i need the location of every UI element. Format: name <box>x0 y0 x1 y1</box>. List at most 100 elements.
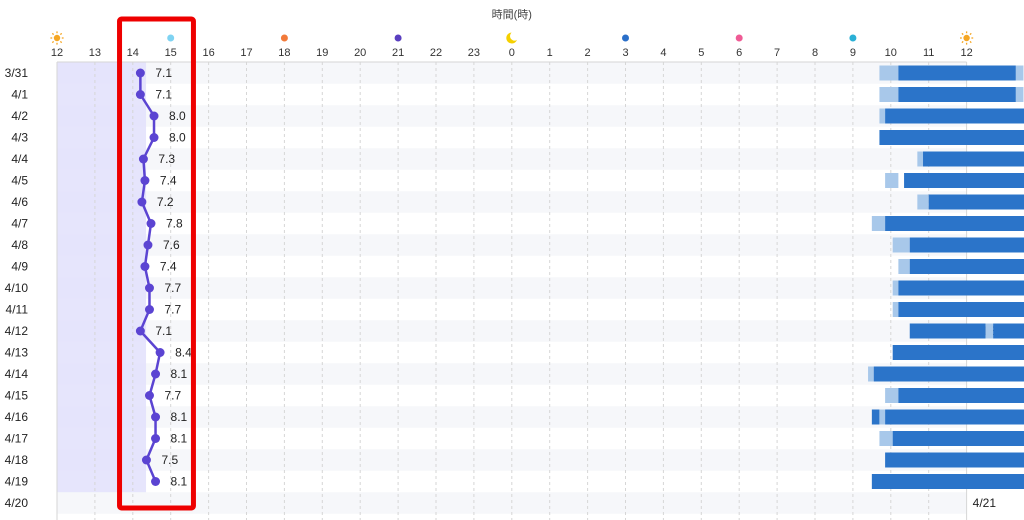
sleep-bar <box>904 173 1024 188</box>
highlight-box <box>117 16 196 511</box>
light-sleep-bar <box>985 323 994 339</box>
duration-point <box>146 219 156 228</box>
light-sleep-bar <box>868 366 874 382</box>
duration-point <box>144 391 154 400</box>
x-tick-label: 6 <box>736 47 742 59</box>
x-tick-label: 7 <box>774 47 780 59</box>
row-date-left: 4/18 <box>5 453 29 467</box>
light-sleep-bar <box>892 280 899 296</box>
x-tick-label: 8 <box>812 47 818 59</box>
light-sleep-bar <box>879 431 893 446</box>
x-tick-label: 11 <box>923 47 934 59</box>
x-tick-label: 21 <box>392 47 404 59</box>
x-tick-label: 20 <box>354 47 366 59</box>
light-sleep-bar <box>885 388 899 403</box>
duration-point <box>140 176 150 185</box>
sleep-bar <box>871 474 1024 489</box>
row-stripe <box>57 320 967 342</box>
duration-point <box>140 262 150 271</box>
row-date-left: 4/17 <box>5 432 29 446</box>
duration-point <box>155 348 165 357</box>
duration-point <box>151 477 161 486</box>
row-date-right: 4/21 <box>973 496 997 510</box>
row-date-left: 4/16 <box>5 410 29 424</box>
sleep-bar <box>873 366 1024 382</box>
sleep-bar <box>898 302 1024 317</box>
sleep-bar <box>923 151 1024 167</box>
sleep-bar <box>892 431 1024 446</box>
x-tick-label: 13 <box>89 47 101 59</box>
light-sleep-bar <box>871 216 886 231</box>
duration-value-label: 8.0 <box>169 131 186 145</box>
dot-icon <box>735 34 743 42</box>
row-date-left: 4/12 <box>5 324 29 338</box>
x-tick-label: 15 <box>165 47 177 59</box>
light-sleep-bar <box>879 65 899 81</box>
row-date-left: 4/13 <box>5 346 29 360</box>
row-stripe <box>57 62 967 84</box>
x-tick-label: 16 <box>202 47 214 59</box>
x-tick-label: 23 <box>468 47 480 59</box>
row-date-left: 4/3 <box>11 131 28 145</box>
duration-point <box>144 283 154 293</box>
x-tick-label: 4 <box>660 47 666 59</box>
sun-icon <box>50 31 64 45</box>
duration-value-label: 8.1 <box>171 367 188 381</box>
duration-value-label: 8.1 <box>171 432 188 446</box>
duration-point <box>143 240 153 250</box>
duration-value-label: 7.3 <box>158 152 175 166</box>
left-shaded-region <box>57 62 147 493</box>
x-axis: 12 13 14 15 16 17 18 19 20 21 22 23 0 1 2 3 4 5 6 7 8 9 10 11 12 <box>50 31 974 59</box>
x-tick-label: 14 <box>127 47 139 59</box>
light-sleep-bar <box>885 173 899 188</box>
x-tick-label: 19 <box>316 47 328 59</box>
sleep-bar <box>885 216 1024 231</box>
sleep-bar <box>993 323 1024 339</box>
duration-point <box>149 133 159 142</box>
sleep-duration-line: 7.17.18.08.07.37.47.27.87.67.47.77.77.18… <box>135 66 192 489</box>
duration-value-label: 8.1 <box>171 475 188 489</box>
x-tick-label: 9 <box>850 47 856 59</box>
x-tick-label: 12 <box>960 47 972 59</box>
row-date-left: 4/19 <box>5 475 29 489</box>
chart-title: 時間(時) <box>492 8 532 21</box>
row-date-left: 4/6 <box>11 195 28 209</box>
x-tick-label: 18 <box>278 47 290 59</box>
x-tick-label: 2 <box>585 47 591 59</box>
duration-value-label: 7.7 <box>164 281 181 295</box>
sleep-bar <box>928 194 1024 210</box>
row-date-left: 4/14 <box>5 367 29 381</box>
duration-value-label: 7.1 <box>155 324 172 338</box>
dot-icon <box>167 34 175 42</box>
row-date-left: 4/5 <box>11 174 28 188</box>
duration-point <box>151 434 161 443</box>
sleep-bar <box>909 237 1024 253</box>
x-tick-label: 3 <box>622 47 628 59</box>
x-tick-label: 12 <box>51 47 63 59</box>
light-sleep-bar <box>1015 87 1024 102</box>
light-sleep-bar <box>892 302 899 317</box>
dot-icon <box>849 34 857 42</box>
duration-value-label: 7.5 <box>161 453 178 467</box>
sleep-bar <box>885 108 1024 124</box>
duration-value-label: 7.4 <box>160 174 177 188</box>
duration-value-label: 8.1 <box>171 410 188 424</box>
light-sleep-bar <box>879 409 886 425</box>
sun-icon <box>960 31 974 45</box>
duration-value-label: 7.6 <box>163 238 180 252</box>
duration-value-label: 7.2 <box>157 195 174 209</box>
light-sleep-bar <box>917 151 924 167</box>
row-date-left: 4/7 <box>11 217 28 231</box>
row-date-left: 4/10 <box>5 281 29 295</box>
dot-icon <box>280 34 288 42</box>
x-tick-label: 17 <box>240 47 252 59</box>
light-sleep-bar <box>898 259 910 274</box>
duration-value-label: 7.1 <box>155 88 172 102</box>
row-date-left: 3/31 <box>5 66 29 80</box>
row-date-left: 4/2 <box>11 109 28 123</box>
duration-value-label: 8.0 <box>169 109 186 123</box>
sleep-bar <box>871 409 880 425</box>
x-tick-label: 0 <box>509 47 515 59</box>
row-date-left: 4/8 <box>11 238 28 252</box>
